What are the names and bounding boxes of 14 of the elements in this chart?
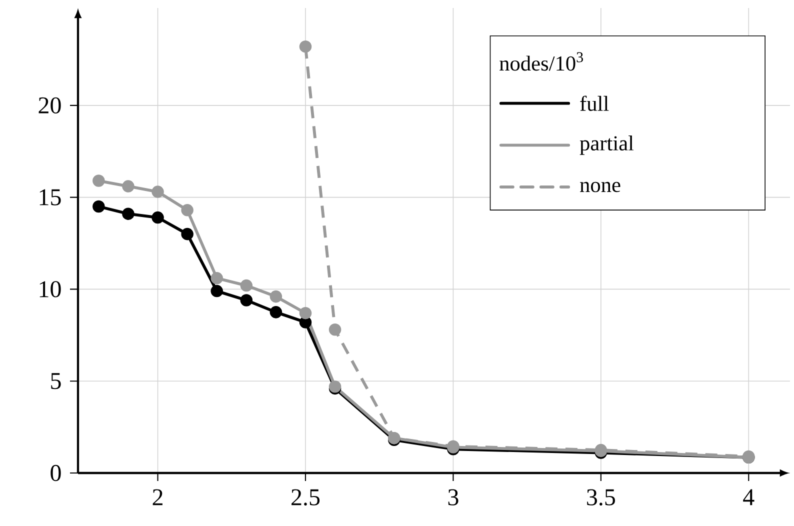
x-tick-label: 2 xyxy=(152,489,162,506)
x-tick-label: 2.5 xyxy=(292,489,320,506)
y-tick-label: 15 xyxy=(40,189,61,206)
legend-label: full xyxy=(580,96,609,111)
y-tick-label: 20 xyxy=(38,97,61,114)
x-tick-label: 3.5 xyxy=(587,489,615,506)
legend-label: partial xyxy=(580,136,634,155)
y-tick-label: 10 xyxy=(40,281,61,298)
legend-title: nodes/10$^{3}$ xyxy=(500,52,583,71)
legend-label: none xyxy=(580,182,620,192)
x-tick-label: 3 xyxy=(448,489,458,506)
y-tick-label: 5 xyxy=(51,373,61,390)
y-tick-label: 0 xyxy=(50,464,61,482)
x-tick-label: 4 xyxy=(743,489,754,506)
